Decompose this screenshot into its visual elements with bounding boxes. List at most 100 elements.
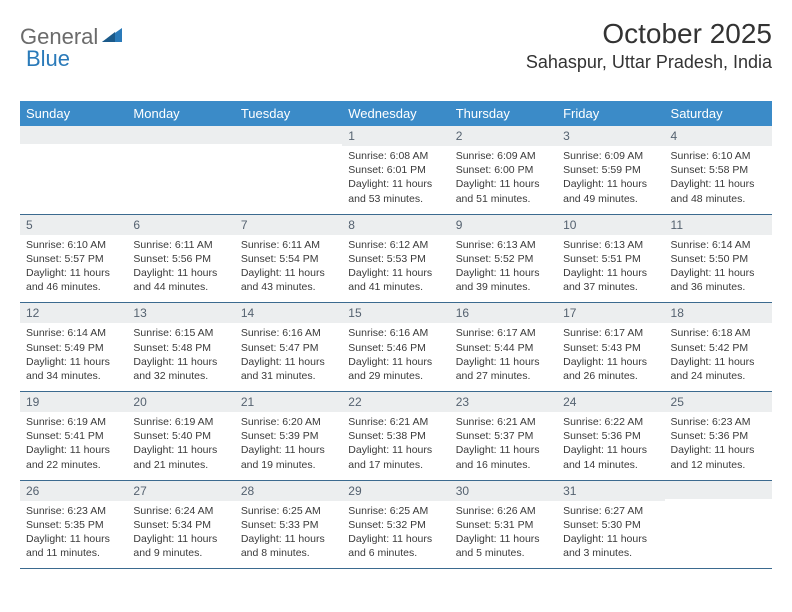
day-line: Sunrise: 6:23 AM	[26, 504, 121, 518]
day-line: Sunrise: 6:27 AM	[563, 504, 658, 518]
day-number	[127, 126, 234, 144]
day-line: Daylight: 11 hours	[348, 266, 443, 280]
week-row: 26Sunrise: 6:23 AMSunset: 5:35 PMDayligh…	[20, 480, 772, 569]
day-number: 6	[127, 215, 234, 235]
dayname-friday: Friday	[557, 101, 664, 126]
day-line: and 43 minutes.	[241, 280, 336, 294]
day-line: Sunset: 6:00 PM	[456, 163, 551, 177]
day-cell: 13Sunrise: 6:15 AMSunset: 5:48 PMDayligh…	[127, 303, 234, 392]
day-line: Sunrise: 6:08 AM	[348, 149, 443, 163]
day-line: Daylight: 11 hours	[241, 266, 336, 280]
day-cell	[20, 126, 127, 214]
day-line: Sunset: 5:36 PM	[563, 429, 658, 443]
day-line: Sunset: 5:40 PM	[133, 429, 228, 443]
day-cell: 29Sunrise: 6:25 AMSunset: 5:32 PMDayligh…	[342, 480, 449, 569]
day-line: Daylight: 11 hours	[671, 266, 766, 280]
day-cell: 26Sunrise: 6:23 AMSunset: 5:35 PMDayligh…	[20, 480, 127, 569]
day-number: 27	[127, 481, 234, 501]
day-line: Daylight: 11 hours	[671, 443, 766, 457]
day-cell: 6Sunrise: 6:11 AMSunset: 5:56 PMDaylight…	[127, 214, 234, 303]
day-line: Sunrise: 6:14 AM	[26, 326, 121, 340]
dayname-tuesday: Tuesday	[235, 101, 342, 126]
day-body: Sunrise: 6:27 AMSunset: 5:30 PMDaylight:…	[557, 501, 664, 569]
day-number: 17	[557, 303, 664, 323]
day-body	[665, 499, 772, 553]
day-body: Sunrise: 6:13 AMSunset: 5:51 PMDaylight:…	[557, 235, 664, 303]
day-line: and 31 minutes.	[241, 369, 336, 383]
day-body: Sunrise: 6:16 AMSunset: 5:46 PMDaylight:…	[342, 323, 449, 391]
day-cell: 20Sunrise: 6:19 AMSunset: 5:40 PMDayligh…	[127, 392, 234, 481]
dayname-saturday: Saturday	[665, 101, 772, 126]
day-body: Sunrise: 6:23 AMSunset: 5:36 PMDaylight:…	[665, 412, 772, 480]
day-number: 14	[235, 303, 342, 323]
day-number: 28	[235, 481, 342, 501]
day-line: Daylight: 11 hours	[26, 355, 121, 369]
day-line: Sunset: 5:42 PM	[671, 341, 766, 355]
day-line: Sunset: 5:56 PM	[133, 252, 228, 266]
day-line: and 22 minutes.	[26, 458, 121, 472]
day-line: and 24 minutes.	[671, 369, 766, 383]
week-row: 5Sunrise: 6:10 AMSunset: 5:57 PMDaylight…	[20, 214, 772, 303]
day-body: Sunrise: 6:18 AMSunset: 5:42 PMDaylight:…	[665, 323, 772, 391]
day-line: and 16 minutes.	[456, 458, 551, 472]
day-line: Daylight: 11 hours	[563, 177, 658, 191]
day-line: Daylight: 11 hours	[241, 355, 336, 369]
day-line: Sunset: 5:47 PM	[241, 341, 336, 355]
day-line: Sunset: 5:39 PM	[241, 429, 336, 443]
day-number: 3	[557, 126, 664, 146]
day-number	[20, 126, 127, 144]
week-row: 19Sunrise: 6:19 AMSunset: 5:41 PMDayligh…	[20, 392, 772, 481]
day-line: and 17 minutes.	[348, 458, 443, 472]
day-line: Sunset: 5:37 PM	[456, 429, 551, 443]
day-line: and 48 minutes.	[671, 192, 766, 206]
day-cell: 28Sunrise: 6:25 AMSunset: 5:33 PMDayligh…	[235, 480, 342, 569]
day-body: Sunrise: 6:19 AMSunset: 5:41 PMDaylight:…	[20, 412, 127, 480]
day-line: and 37 minutes.	[563, 280, 658, 294]
day-line: Sunrise: 6:10 AM	[671, 149, 766, 163]
day-number: 7	[235, 215, 342, 235]
week-row: 1Sunrise: 6:08 AMSunset: 6:01 PMDaylight…	[20, 126, 772, 214]
day-line: and 53 minutes.	[348, 192, 443, 206]
day-line: Sunrise: 6:15 AM	[133, 326, 228, 340]
day-body: Sunrise: 6:08 AMSunset: 6:01 PMDaylight:…	[342, 146, 449, 214]
day-line: and 51 minutes.	[456, 192, 551, 206]
day-line: Daylight: 11 hours	[348, 443, 443, 457]
day-line: Sunrise: 6:09 AM	[563, 149, 658, 163]
day-line: Daylight: 11 hours	[563, 443, 658, 457]
day-line: Sunrise: 6:09 AM	[456, 149, 551, 163]
day-number: 18	[665, 303, 772, 323]
location: Sahaspur, Uttar Pradesh, India	[526, 52, 772, 73]
day-line: Sunrise: 6:19 AM	[133, 415, 228, 429]
day-cell	[665, 480, 772, 569]
day-number: 11	[665, 215, 772, 235]
day-number: 19	[20, 392, 127, 412]
day-body	[20, 144, 127, 198]
day-line: Daylight: 11 hours	[26, 266, 121, 280]
day-cell: 23Sunrise: 6:21 AMSunset: 5:37 PMDayligh…	[450, 392, 557, 481]
day-body: Sunrise: 6:21 AMSunset: 5:38 PMDaylight:…	[342, 412, 449, 480]
day-line: and 49 minutes.	[563, 192, 658, 206]
day-body: Sunrise: 6:21 AMSunset: 5:37 PMDaylight:…	[450, 412, 557, 480]
day-line: Sunrise: 6:11 AM	[241, 238, 336, 252]
day-body	[235, 144, 342, 198]
day-number: 24	[557, 392, 664, 412]
day-line: Sunrise: 6:25 AM	[348, 504, 443, 518]
day-line: Daylight: 11 hours	[133, 266, 228, 280]
day-line: Daylight: 11 hours	[348, 177, 443, 191]
day-line: Sunrise: 6:21 AM	[456, 415, 551, 429]
day-cell: 22Sunrise: 6:21 AMSunset: 5:38 PMDayligh…	[342, 392, 449, 481]
day-number: 31	[557, 481, 664, 501]
day-line: Daylight: 11 hours	[563, 532, 658, 546]
day-line: Sunset: 5:54 PM	[241, 252, 336, 266]
day-line: Sunset: 5:51 PM	[563, 252, 658, 266]
title-block: October 2025 Sahaspur, Uttar Pradesh, In…	[526, 18, 772, 73]
day-line: Sunset: 5:44 PM	[456, 341, 551, 355]
day-cell: 14Sunrise: 6:16 AMSunset: 5:47 PMDayligh…	[235, 303, 342, 392]
day-number: 4	[665, 126, 772, 146]
day-cell: 24Sunrise: 6:22 AMSunset: 5:36 PMDayligh…	[557, 392, 664, 481]
day-line: and 8 minutes.	[241, 546, 336, 560]
day-cell: 16Sunrise: 6:17 AMSunset: 5:44 PMDayligh…	[450, 303, 557, 392]
day-number: 26	[20, 481, 127, 501]
dayname-thursday: Thursday	[450, 101, 557, 126]
day-body	[127, 144, 234, 198]
